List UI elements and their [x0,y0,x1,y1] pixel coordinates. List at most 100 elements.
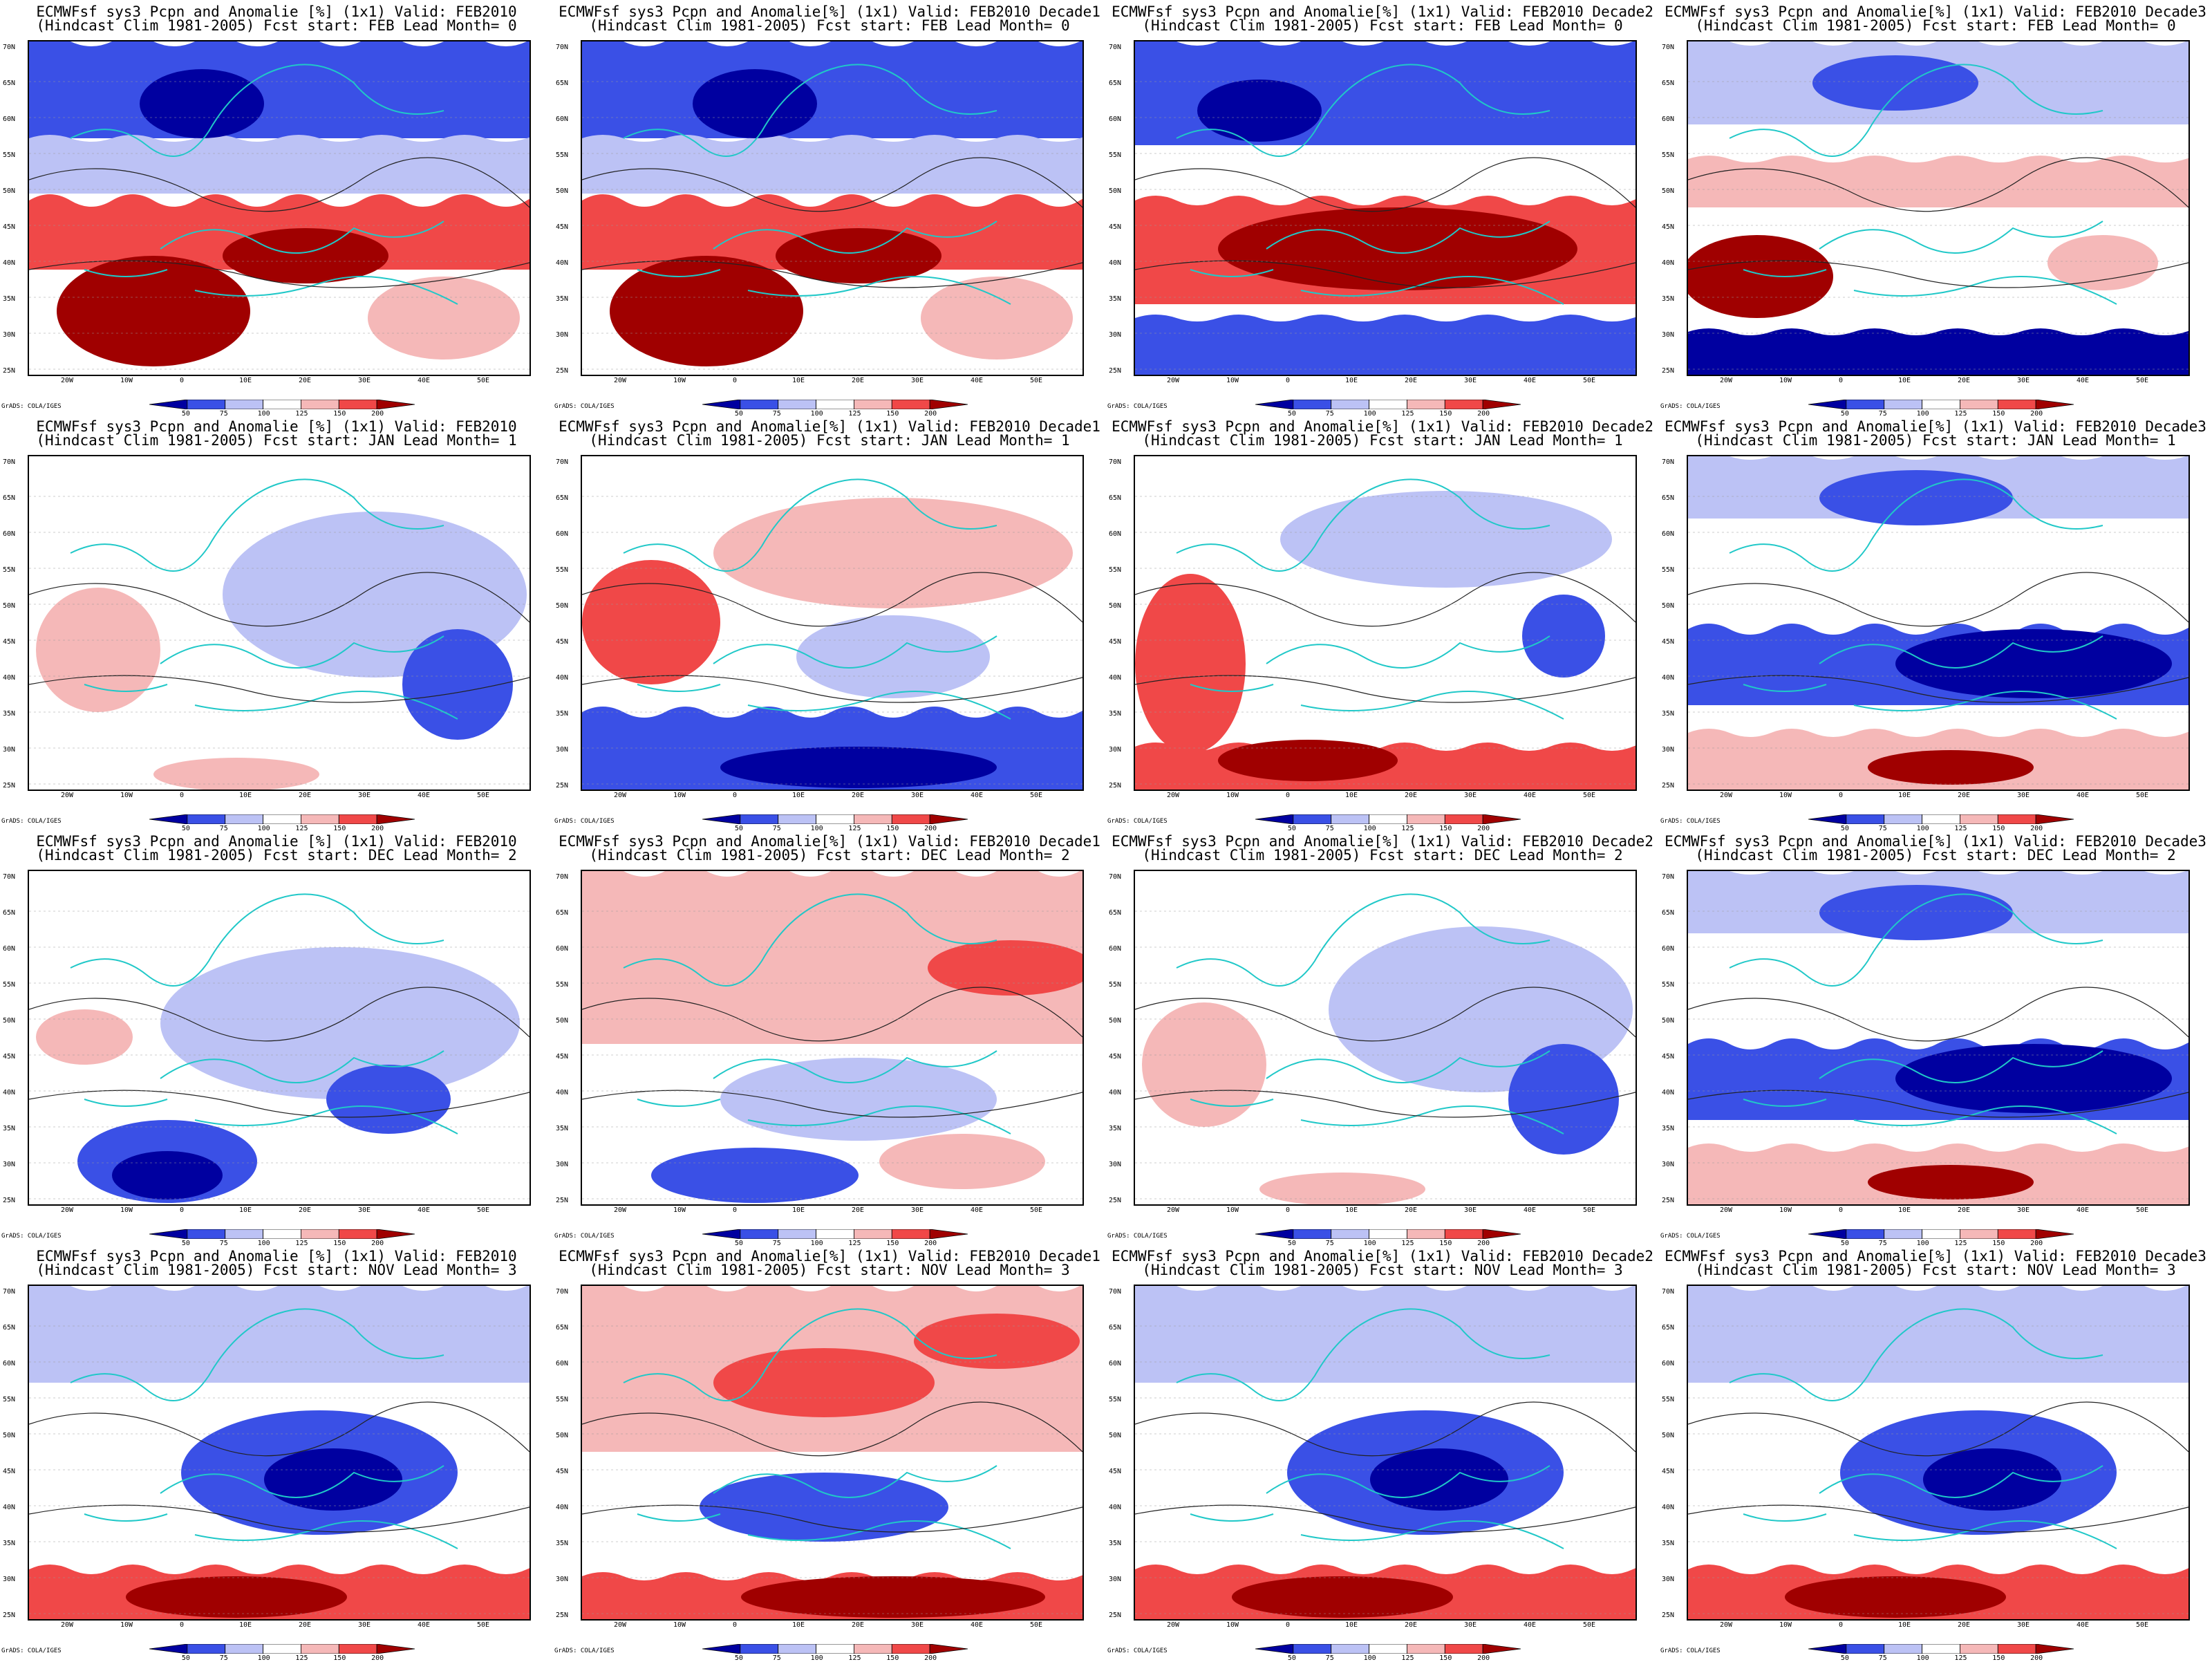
latitude-label: 60N [1109,1360,1122,1367]
colorbar-swatch [1255,1229,1294,1239]
colorbar-tick-label: 100 [1363,1240,1376,1247]
latitude-label: 50N [3,187,16,195]
colorbar [702,400,968,409]
colorbar-tick-label: 75 [219,1654,228,1662]
anomaly-light-wet [879,1134,1045,1189]
longitude-label: 10W [1226,1621,1239,1629]
longitude-label: 10W [673,377,686,384]
colorbar-swatch [149,400,188,409]
colorbar-swatch [702,1644,741,1654]
colorbar-swatch [1444,1644,1483,1654]
latitude-label: 65N [1109,80,1122,87]
coastline [1176,1308,1564,1549]
longitude-label: 10W [673,1206,686,1214]
latitude-label: 60N [3,115,16,123]
colorbar-tick-label: 125 [295,1654,308,1662]
anomaly-map [1134,870,1637,1206]
panel-subtitle: (Hindcast Clim 1981-2005) Fcst start: JA… [36,432,517,449]
colorbar-tick-label: 75 [772,825,781,832]
panel-subtitle: (Hindcast Clim 1981-2005) Fcst start: JA… [1695,432,2176,449]
longitude-label: 20E [1958,792,1971,799]
colorbar-swatch [1331,400,1369,409]
colorbar-swatch [1407,1644,1445,1654]
latitude-label: 45N [1662,223,1675,231]
longitude-label: 50E [1030,1621,1043,1629]
longitude-label: 10E [1345,1206,1358,1214]
longitude-label: 40E [1524,1206,1537,1214]
latitude-label: 60N [556,530,569,538]
colorbar-tick-label: 200 [371,410,384,418]
colorbar-swatch [1369,814,1407,824]
colorbar-tick-label: 150 [333,410,346,418]
longitude-label: 10E [239,1621,252,1629]
colorbar-swatch [702,400,741,409]
anomaly-light-wet [368,277,520,360]
coastline [1176,64,1564,305]
anomaly-very-dry [1895,1044,2172,1113]
colorbar-tick-label: 200 [1477,410,1490,418]
longitude-label: 40E [971,792,984,799]
coastline [1729,478,2117,720]
colorbar-swatch [1884,400,1922,409]
latitude-label: 40N [556,674,569,682]
coastline [623,893,1011,1135]
panel-title: ECMWFsf sys3 Pcpn and Anomalie[%] (1x1) … [559,1248,1100,1264]
latitude-label: 40N [3,674,16,682]
latitude-label: 25N [556,1197,569,1204]
colorbar-tick-label: 75 [1325,410,1334,418]
colorbar [702,1644,968,1654]
colorbar-tick-label: 150 [1439,1654,1452,1662]
latitude-label: 55N [1109,566,1122,574]
latitude-label: 25N [1662,782,1675,790]
latitude-label: 30N [1109,1161,1122,1168]
colorbar-swatch [338,814,377,824]
colorbar-swatch [740,814,779,824]
anomaly-map [1687,40,2190,376]
longitude-label: 10E [239,377,252,384]
colorbar-tick-label: 100 [810,1654,823,1662]
latitude-label: 45N [3,1468,16,1475]
colorbar-tick-label: 125 [1401,410,1414,418]
map-panel: ECMWFsf sys3 Pcpn and Anomalie[%] (1x1) … [1659,830,2212,1247]
anomaly-map [1134,1285,1637,1621]
colorbar-swatch [376,1644,415,1654]
longitude-label: 20W [61,377,74,384]
longitude-label: 10W [120,377,133,384]
colorbar-swatch [702,1229,741,1239]
anomaly-map [581,1285,1084,1621]
longitude-label: 30E [1464,1206,1477,1214]
colorbar-tick-label: 50 [1287,1240,1296,1247]
colorbar-swatch [778,400,816,409]
colorbar-swatch [816,814,854,824]
longitude-label: 0 [1286,792,1291,799]
latitude-label: 35N [1662,710,1675,718]
colorbar-swatch [338,1644,377,1654]
colorbar-tick-label: 125 [295,1240,308,1247]
latitude-label: 65N [556,909,569,917]
anomaly-wet [713,1348,935,1417]
latitude-label: 60N [3,1360,16,1367]
colorbar-swatch [263,1644,301,1654]
colorbar-swatch [1808,400,1847,409]
longitude-label: 10E [1898,792,1911,799]
latitude-label: 50N [1109,1432,1122,1439]
grads-credit: GrADS: COLA/IGES [554,818,615,825]
grads-credit: GrADS: COLA/IGES [1660,1233,1721,1240]
latitude-label: 60N [3,530,16,538]
colorbar-swatch [376,814,415,824]
anomaly-map [1687,1285,2190,1621]
latitude-label: 70N [3,458,16,466]
colorbar-tick-label: 75 [219,410,228,418]
colorbar-tick-label: 150 [1439,825,1452,832]
longitude-label: 20E [852,792,865,799]
longitude-label: 0 [180,377,185,384]
anomaly-light-dry [29,135,529,194]
colorbar-swatch [891,1229,930,1239]
colorbar [1808,814,2074,824]
longitude-label: 0 [733,1621,738,1629]
colorbar-swatch [1482,814,1521,824]
coastline [1729,64,2117,305]
anomaly-dry-north [582,41,1082,138]
panel-title: ECMWFsf sys3 Pcpn and Anomalie[%] (1x1) … [1665,3,2206,20]
anomaly-light-dry-north [1688,1286,2188,1383]
